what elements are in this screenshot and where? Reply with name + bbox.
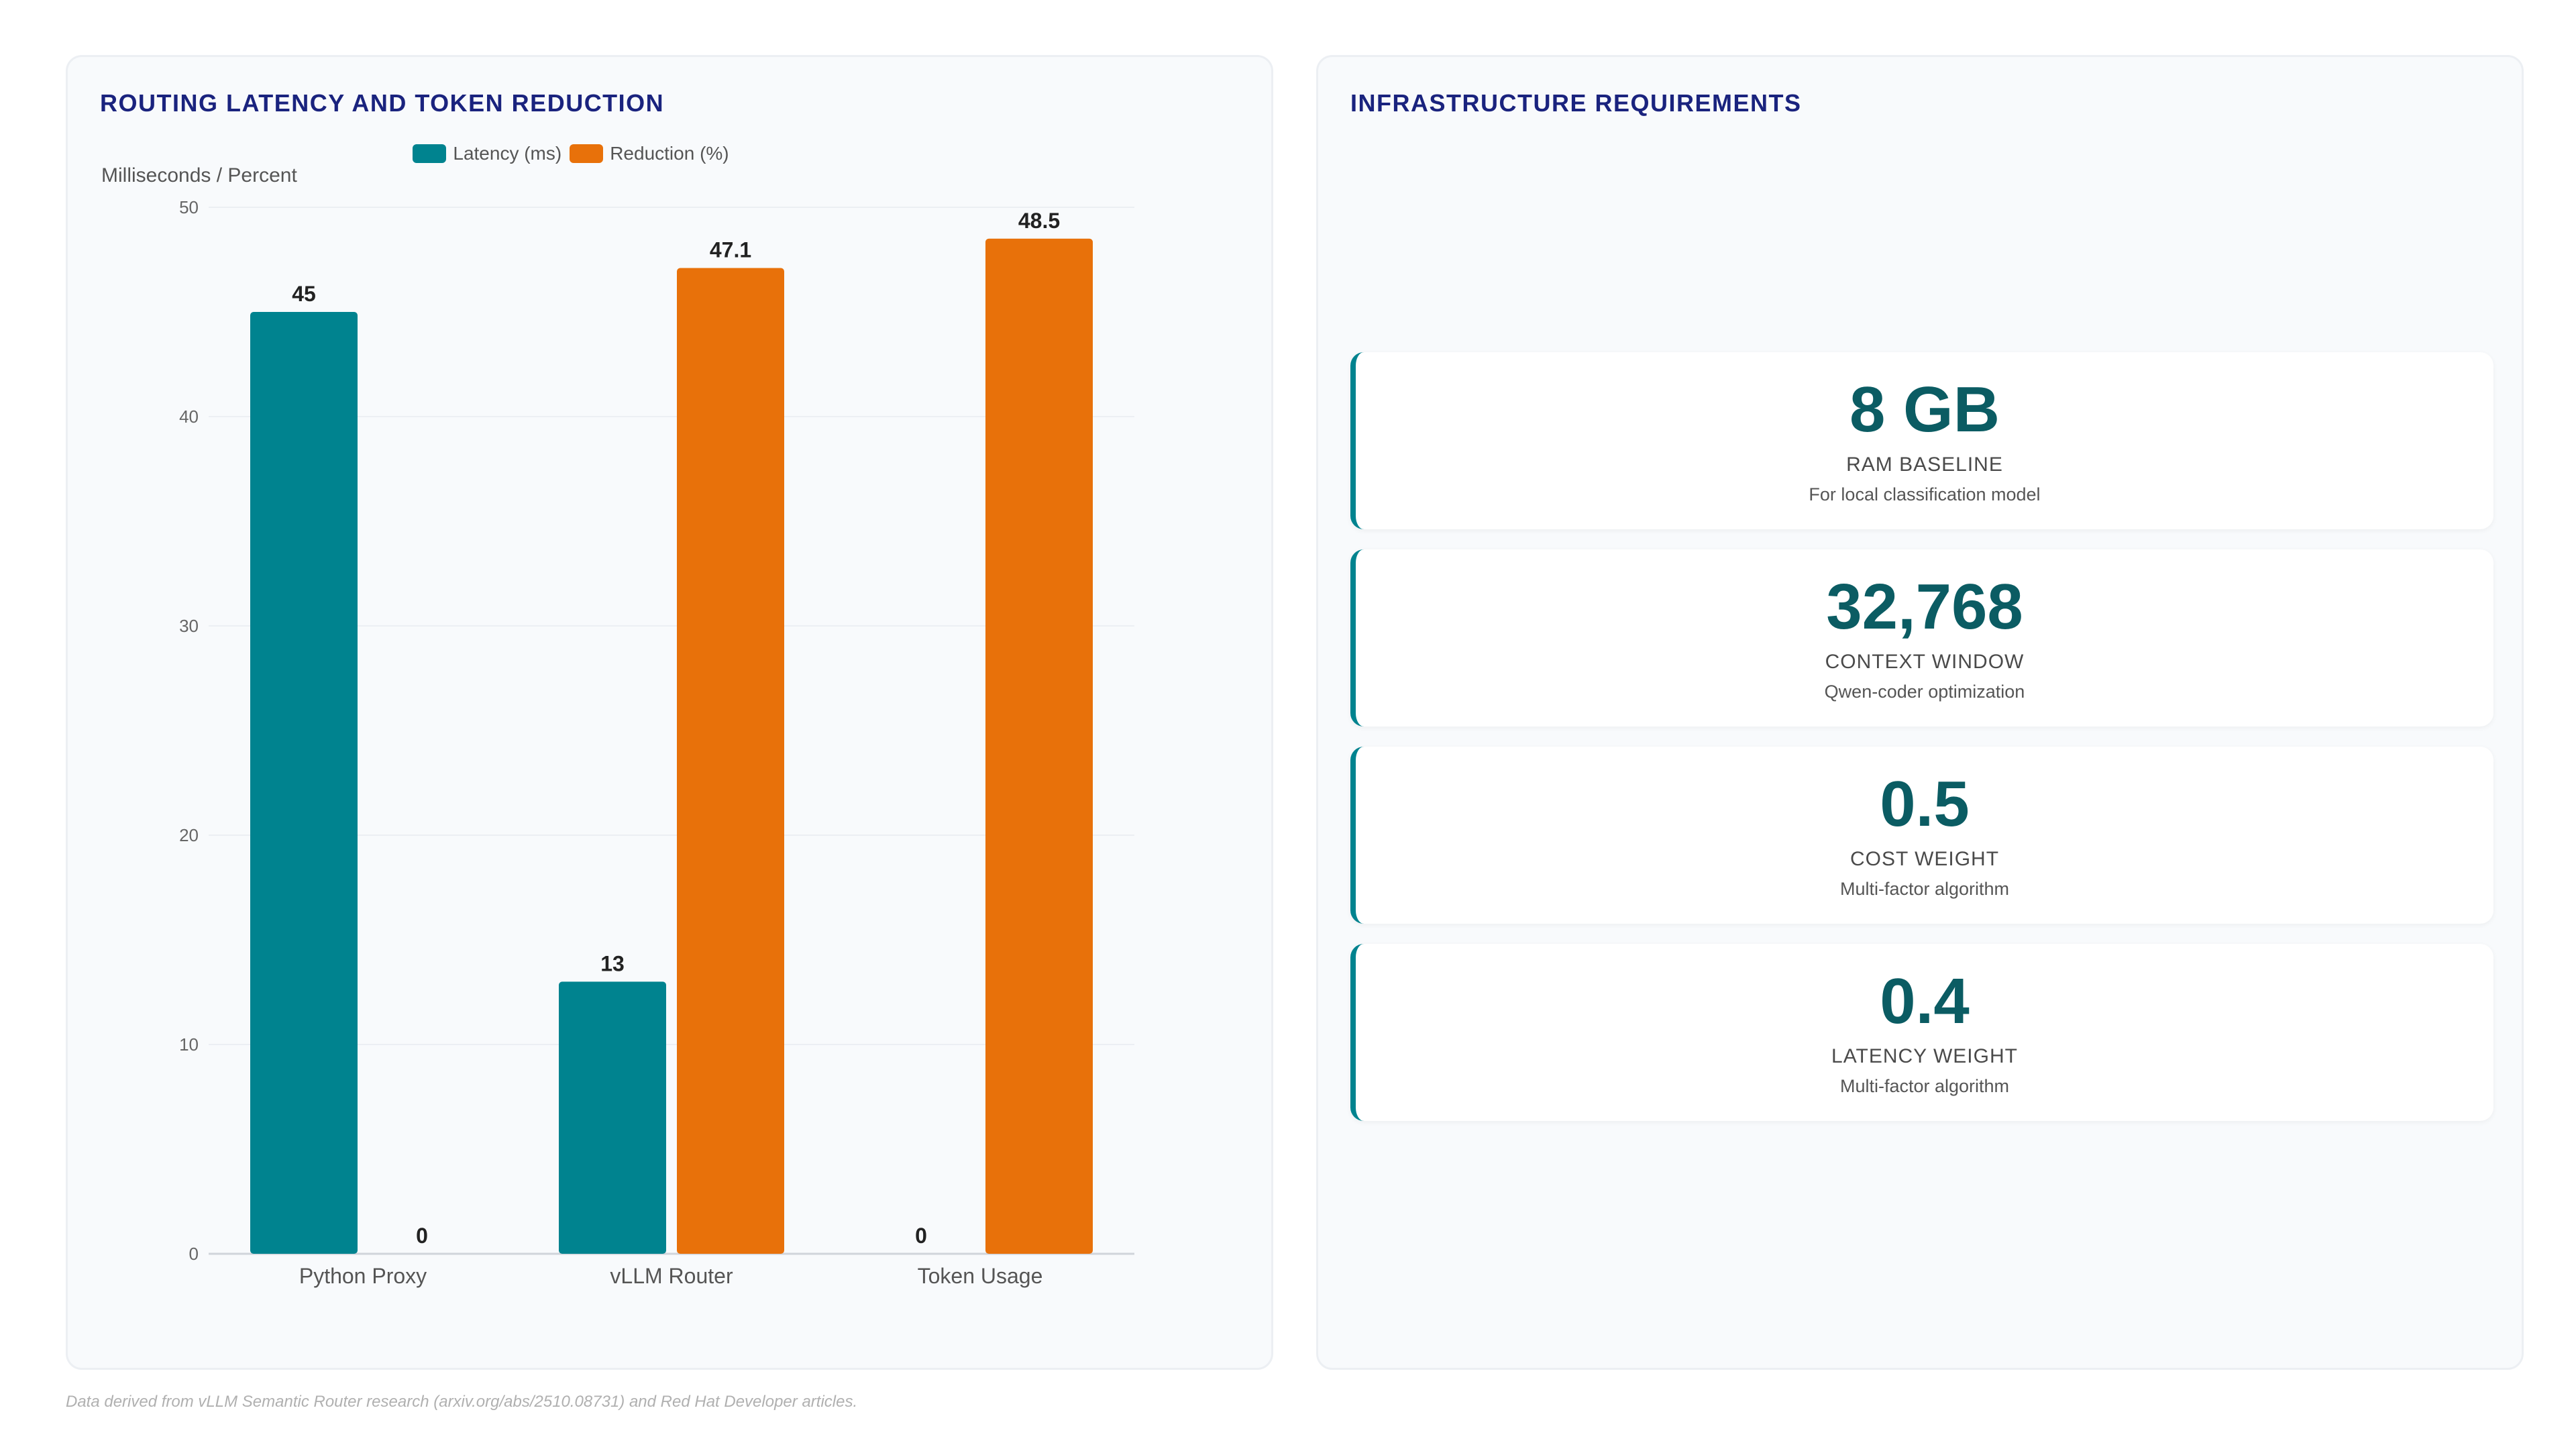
metric-label: RAM BASELINE: [1846, 453, 2003, 476]
data-label: 13: [600, 951, 625, 975]
chart-title: ROUTING LATENCY AND TOKEN REDUCTION: [100, 89, 665, 117]
y-axis-title: Milliseconds / Percent: [101, 164, 297, 186]
y-tick-label: 50: [179, 197, 199, 217]
data-label: 45: [292, 282, 316, 306]
footnote: Data derived from vLLM Semantic Router r…: [66, 1393, 858, 1411]
grid-lines: [209, 207, 1134, 1255]
y-tick-label: 10: [179, 1034, 199, 1055]
bar-latency-0[interactable]: [250, 312, 358, 1254]
chart-legend: Latency (ms) Reduction (%): [0, 143, 1175, 164]
y-tick-label: 20: [179, 825, 199, 845]
y-tick-label: 40: [179, 407, 199, 427]
legend-swatch-reduction: [570, 144, 604, 163]
metric-description: Multi-factor algorithm: [1839, 1075, 2010, 1096]
bar-latency-1[interactable]: [559, 981, 666, 1254]
y-tick-label: 0: [189, 1244, 199, 1264]
metric-list: 8 GB RAM BASELINE For local classificati…: [1350, 352, 2493, 1121]
data-label: 47.1: [710, 237, 751, 262]
x-category-label: Token Usage: [918, 1264, 1043, 1288]
metric-value: 32,768: [1826, 571, 2023, 643]
latency-chart-panel: ROUTING LATENCY AND TOKEN REDUCTION Late…: [66, 55, 1273, 1370]
infra-title: INFRASTRUCTURE REQUIREMENTS: [1350, 89, 1802, 117]
metric-card-ram: 8 GB RAM BASELINE For local classificati…: [1350, 352, 2493, 529]
y-axis-ticks: 0 10 20 30 40 50: [179, 197, 199, 1264]
infrastructure-panel: INFRASTRUCTURE REQUIREMENTS 8 GB RAM BAS…: [1316, 55, 2524, 1370]
metric-card-context: 32,768 CONTEXT WINDOW Qwen-coder optimiz…: [1350, 549, 2493, 727]
metric-label: LATENCY WEIGHT: [1831, 1044, 2018, 1067]
metric-description: Qwen-coder optimization: [1824, 681, 2025, 702]
metric-label: CONTEXT WINDOW: [1825, 650, 2025, 673]
metric-value: 8 GB: [1849, 374, 2000, 446]
metric-value: 0.4: [1880, 965, 1970, 1038]
bar-reduction-1[interactable]: [677, 268, 784, 1254]
metric-value: 0.5: [1880, 768, 1970, 841]
legend-item-latency[interactable]: Latency (ms): [413, 143, 561, 164]
data-labels: 45 0 13 47.1 0 48.5: [292, 209, 1060, 1248]
metric-description: For local classification model: [1809, 484, 2041, 504]
bars: [250, 238, 1093, 1254]
x-category-label: vLLM Router: [610, 1264, 733, 1288]
metric-card-latency-weight: 0.4 LATENCY WEIGHT Multi-factor algorith…: [1350, 944, 2493, 1121]
x-category-label: Python Proxy: [299, 1264, 427, 1288]
data-label: 0: [416, 1224, 428, 1248]
metric-card-cost-weight: 0.5 COST WEIGHT Multi-factor algorithm: [1350, 747, 2493, 924]
data-label: 48.5: [1018, 209, 1060, 233]
bar-chart: Milliseconds / Percent 0 10 20 30 40 50 45 0 13…: [101, 164, 1134, 1288]
x-axis-categories: Python Proxy vLLM Router Token Usage: [299, 1264, 1043, 1288]
metric-description: Multi-factor algorithm: [1839, 878, 2010, 899]
legend-label-reduction: Reduction (%): [610, 143, 729, 164]
bar-reduction-2[interactable]: [985, 238, 1093, 1254]
metric-label: COST WEIGHT: [1849, 847, 2000, 870]
legend-swatch-latency: [413, 144, 447, 163]
legend-label-latency: Latency (ms): [453, 143, 562, 164]
y-tick-label: 30: [179, 616, 199, 636]
legend-item-reduction[interactable]: Reduction (%): [570, 143, 729, 164]
data-label: 0: [915, 1224, 927, 1248]
